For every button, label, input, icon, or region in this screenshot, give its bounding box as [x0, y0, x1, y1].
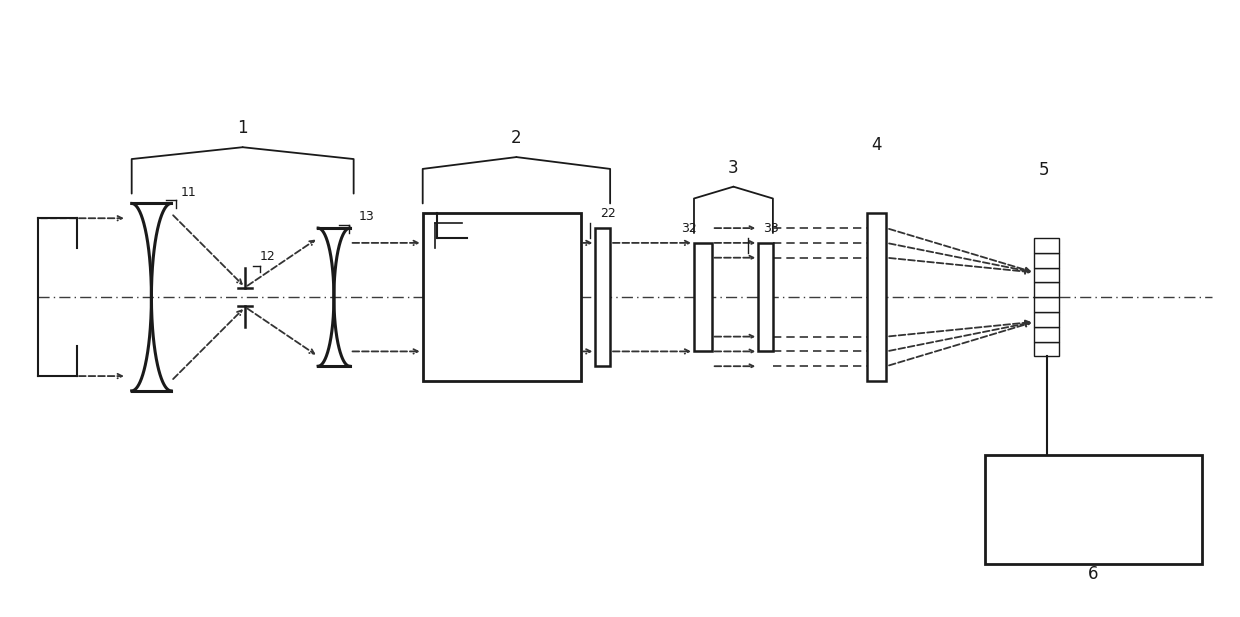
- Text: 22: 22: [600, 207, 616, 220]
- Bar: [694, 243, 712, 352]
- Bar: [1034, 312, 1059, 327]
- Text: 13: 13: [358, 210, 374, 223]
- Text: 12: 12: [260, 250, 275, 263]
- Text: 4: 4: [872, 136, 882, 154]
- Bar: [1034, 268, 1059, 283]
- Bar: [423, 213, 580, 381]
- Text: 21: 21: [472, 220, 487, 233]
- Bar: [595, 228, 610, 366]
- Bar: [985, 455, 1202, 563]
- Bar: [1034, 327, 1059, 342]
- Bar: [758, 243, 773, 352]
- Bar: [867, 213, 887, 381]
- Text: 32: 32: [681, 222, 697, 235]
- Text: 2: 2: [511, 129, 522, 147]
- Text: 11: 11: [181, 186, 197, 199]
- Text: 6: 6: [1089, 565, 1099, 583]
- Text: 1: 1: [237, 119, 248, 138]
- Bar: [1034, 297, 1059, 312]
- Text: 5: 5: [1039, 161, 1049, 179]
- Bar: [1034, 342, 1059, 357]
- Bar: [1034, 283, 1059, 297]
- Text: 3: 3: [728, 159, 739, 177]
- Bar: [1034, 238, 1059, 253]
- Bar: [1034, 253, 1059, 268]
- Text: 33: 33: [763, 222, 779, 235]
- Text: 计算机: 计算机: [1078, 500, 1110, 518]
